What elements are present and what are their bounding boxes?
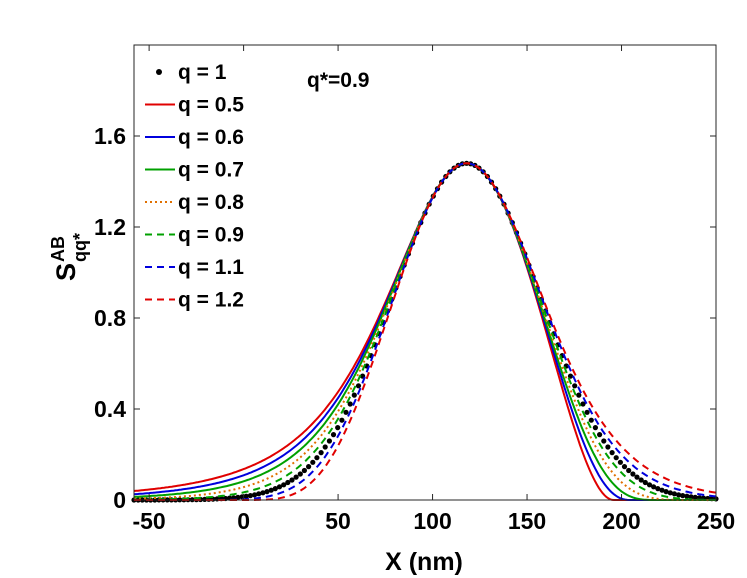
y-tick-label: 0.4: [94, 396, 126, 422]
data-point: [597, 432, 603, 438]
data-point: [247, 493, 253, 499]
plot-frame: [133, 44, 717, 501]
data-point: [281, 482, 287, 488]
legend-label: q = 0.9: [178, 224, 244, 247]
data-point: [322, 444, 328, 450]
data-point: [626, 467, 632, 474]
data-point: [588, 417, 594, 423]
legend-label: q = 0.6: [178, 126, 244, 149]
y-tick-label: 1.2: [94, 214, 126, 240]
x-tick-label: 150: [508, 508, 546, 534]
data-point: [609, 450, 615, 456]
y-tick-label: 1.6: [94, 123, 126, 149]
y-tick-label: 0.8: [94, 305, 126, 331]
legend-label: q = 0.8: [178, 191, 244, 214]
x-tick-label: 0: [237, 508, 250, 534]
data-point: [301, 467, 307, 474]
data-point: [318, 450, 324, 456]
data-point: [252, 492, 258, 498]
data-point: [297, 471, 303, 477]
data-point: [663, 489, 669, 495]
data-point: [268, 487, 274, 493]
data-point: [289, 477, 295, 483]
data-point: [351, 392, 357, 398]
data-point: [680, 493, 686, 499]
x-tick-label: -50: [132, 508, 165, 534]
legend: q = 1 q = 0.5 q = 0.6 q = 0.7 q = 0.8 q = 0.9…: [145, 61, 244, 312]
data-point: [617, 459, 624, 465]
data-point: [613, 455, 619, 461]
data-point: [676, 492, 682, 498]
data-point: [651, 484, 657, 490]
data-point: [264, 489, 270, 495]
plot-area: [134, 45, 716, 500]
data-point: [592, 425, 599, 431]
data-point: [572, 383, 578, 389]
data-point: [642, 479, 648, 486]
data-point: [634, 474, 640, 480]
data-point: [655, 486, 661, 492]
data-point: [355, 383, 362, 389]
data-point: [335, 425, 341, 431]
data-point: [293, 474, 299, 480]
legend-label: q = 1: [178, 61, 227, 84]
data-point: [688, 494, 694, 500]
data-point: [347, 401, 353, 407]
data-point: [659, 487, 665, 493]
data-point: [314, 455, 320, 461]
data-point: [684, 493, 690, 499]
data-point: [605, 444, 611, 450]
x-tick-label: 250: [697, 508, 735, 534]
data-point: [310, 459, 316, 465]
y-axis-label-main: S: [51, 263, 81, 281]
annotation-qstar: q*=0.9: [307, 69, 369, 92]
data-point: [692, 494, 698, 500]
y-axis-label: S AB qq*: [48, 233, 90, 281]
legend-label: q = 0.7: [178, 159, 244, 182]
data-point: [621, 464, 628, 470]
x-tick-label: 100: [413, 508, 451, 534]
x-ticks: -50 0 50 100 150 200 250: [132, 45, 735, 534]
x-tick-label: 200: [602, 508, 640, 534]
data-point: [584, 409, 590, 415]
data-point: [260, 490, 266, 496]
data-point: [671, 491, 678, 497]
data-point: [667, 490, 673, 496]
y-axis-label-subscript: qq*: [70, 233, 90, 262]
data-point: [306, 464, 312, 470]
data-point: [326, 438, 332, 444]
data-point: [339, 417, 345, 423]
y-ticks: 0 0.4 0.8 1.2 1.6: [94, 123, 716, 513]
x-axis-label: X (nm): [385, 548, 463, 576]
data-point: [630, 471, 636, 477]
data-point: [285, 479, 291, 486]
x-tick-label: 50: [325, 508, 351, 534]
data-point: [272, 486, 278, 492]
y-axis-label-superscript: AB: [48, 236, 68, 262]
data-point: [638, 477, 644, 483]
legend-label: q = 1.2: [178, 289, 244, 312]
data-point: [276, 484, 283, 490]
y-tick-label: 0: [113, 487, 126, 513]
data-point: [646, 482, 653, 488]
data-point: [601, 438, 607, 444]
data-point: [243, 493, 249, 499]
data-point: [343, 409, 349, 415]
legend-label: q = 0.5: [178, 94, 244, 117]
data-point: [576, 392, 582, 398]
legend-marker: [156, 69, 162, 75]
data-point: [330, 432, 337, 438]
data-point: [580, 401, 586, 407]
data-point: [256, 491, 262, 497]
legend-label: q = 1.1: [178, 256, 244, 279]
